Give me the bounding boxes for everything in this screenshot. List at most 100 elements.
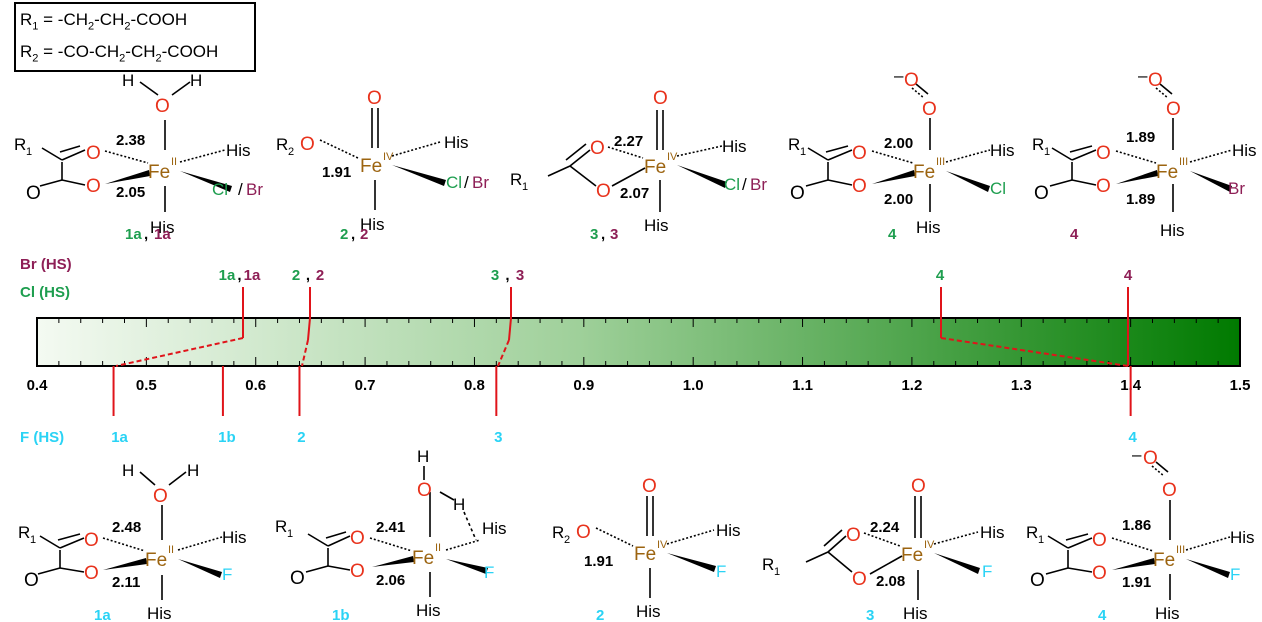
svg-text:O: O <box>653 88 668 109</box>
svg-text:Br: Br <box>472 173 489 192</box>
svg-text:,: , <box>601 226 605 243</box>
svg-text:2: 2 <box>288 146 294 158</box>
svg-text:II: II <box>171 156 177 168</box>
svg-text:II: II <box>435 542 441 554</box>
svg-text:Fe: Fe <box>360 156 382 177</box>
svg-text:IV: IV <box>924 539 935 551</box>
bottom-marker-label: 1b <box>218 429 236 446</box>
series-label-f: F (HS) <box>20 429 64 446</box>
top-marker-label-br: 1a <box>244 267 261 284</box>
svg-text:1: 1 <box>522 181 528 193</box>
svg-text:His: His <box>903 604 928 622</box>
svg-text:R: R <box>18 523 30 542</box>
svg-text:1: 1 <box>287 528 293 540</box>
svg-text:O: O <box>350 528 365 549</box>
top-marker-comma: , <box>505 267 509 284</box>
svg-text:O: O <box>790 183 805 204</box>
structure-bottom-2: O R 2 O 1.91 Fe IV His F His 2 <box>552 476 741 622</box>
svg-text:R: R <box>552 523 564 542</box>
svg-text:F: F <box>1230 565 1240 584</box>
axis-tick-label: 0.6 <box>245 377 266 394</box>
svg-text:F: F <box>484 563 494 582</box>
svg-text:IV: IV <box>667 151 678 163</box>
structure-top-3: O O O 2.27 2.07 Fe IV R 1 His Cl / Br Hi… <box>510 88 767 243</box>
svg-text:O: O <box>1148 70 1163 91</box>
top-marker-label-br: 2 <box>316 267 324 284</box>
bottom-marker-label: 1a <box>111 429 128 446</box>
svg-text:O: O <box>290 568 305 589</box>
axis-tick-label: 0.7 <box>355 377 376 394</box>
svg-text:O: O <box>1092 563 1107 584</box>
svg-text:R: R <box>1026 523 1038 542</box>
top-marker-connector <box>301 339 309 367</box>
top-marker-label-cl: 2 <box>292 267 300 284</box>
svg-text:2.38: 2.38 <box>116 132 145 149</box>
svg-text:O: O <box>911 476 926 497</box>
svg-text:O: O <box>922 99 937 120</box>
svg-text:His: His <box>636 602 661 621</box>
axis-tick-label: 1.1 <box>792 377 813 394</box>
bottom-marker-label: 2 <box>297 429 305 446</box>
svg-text:O: O <box>1166 99 1181 120</box>
svg-text:3: 3 <box>866 607 874 622</box>
svg-text:Fe: Fe <box>1153 550 1175 571</box>
svg-text:His: His <box>990 141 1015 160</box>
top-marker-connector <box>497 339 510 367</box>
axis-ticks <box>58 318 1219 366</box>
svg-text:4: 4 <box>1098 607 1107 622</box>
svg-text:His: His <box>150 218 175 237</box>
svg-text:1: 1 <box>774 566 780 578</box>
svg-text:2.27: 2.27 <box>614 133 643 150</box>
svg-text:IV: IV <box>383 151 394 163</box>
svg-text:O: O <box>350 561 365 582</box>
structure-bottom-1b: H O H 2.41 2.06 O O O Fe II R 1 His F Hi… <box>275 447 507 622</box>
svg-text:His: His <box>444 133 469 152</box>
structure-top-4-br: – O O 1.89 1.89 O O O Fe III R 1 His Br … <box>1032 66 1257 243</box>
top-marker-line <box>508 287 512 341</box>
svg-text:Cl: Cl <box>446 173 462 192</box>
svg-text:H: H <box>417 447 429 466</box>
svg-text:II: II <box>168 544 174 556</box>
svg-text:2.00: 2.00 <box>884 191 913 208</box>
svg-text:1: 1 <box>800 146 806 158</box>
svg-text:Cl: Cl <box>724 175 740 194</box>
svg-text:Fe: Fe <box>145 550 167 571</box>
svg-text:His: His <box>980 523 1005 542</box>
svg-text:His: His <box>416 601 441 620</box>
top-marker-label-br: 3 <box>516 267 524 284</box>
axis-tick-label: 0.9 <box>573 377 594 394</box>
svg-text:His: His <box>722 137 747 156</box>
svg-text:O: O <box>576 522 591 543</box>
svg-text:1: 1 <box>26 146 32 158</box>
svg-text:1.89: 1.89 <box>1126 129 1155 146</box>
svg-text:Fe: Fe <box>644 157 666 178</box>
svg-text:1b: 1b <box>332 607 350 622</box>
svg-text:1.89: 1.89 <box>1126 191 1155 208</box>
axis-tick-label: 1.5 <box>1230 377 1251 394</box>
svg-text:2: 2 <box>360 226 368 243</box>
svg-text:O: O <box>300 134 315 155</box>
svg-text:His: His <box>716 521 741 540</box>
svg-text:O: O <box>852 143 867 164</box>
svg-text:3: 3 <box>590 226 598 243</box>
top-marker-connector <box>115 337 244 367</box>
svg-text:O: O <box>26 183 41 204</box>
svg-text:–: – <box>1132 445 1142 464</box>
svg-text:Br: Br <box>246 180 263 199</box>
legend-box: R1 = -CH2-CH2-COOH R2 = -CO-CH2-CH2-COOH <box>14 2 256 72</box>
structure-bottom-1a: H H O 2.48 2.11 O O O Fe II R 1 His F Hi… <box>18 461 247 622</box>
svg-text:His: His <box>916 218 941 237</box>
svg-text:2.07: 2.07 <box>620 185 649 202</box>
svg-text:R: R <box>788 135 800 154</box>
top-marker-comma: , <box>306 267 310 284</box>
svg-text:Cl: Cl <box>212 180 228 199</box>
svg-text:His: His <box>1160 221 1185 240</box>
svg-text:O: O <box>86 176 101 197</box>
svg-text:1.86: 1.86 <box>1122 517 1151 534</box>
svg-text:O: O <box>86 143 101 164</box>
svg-text:Br: Br <box>750 175 767 194</box>
svg-text:1a: 1a <box>94 607 111 622</box>
svg-text:O: O <box>153 486 168 507</box>
svg-text:1.91: 1.91 <box>1122 574 1151 591</box>
svg-text:Fe: Fe <box>634 544 656 565</box>
